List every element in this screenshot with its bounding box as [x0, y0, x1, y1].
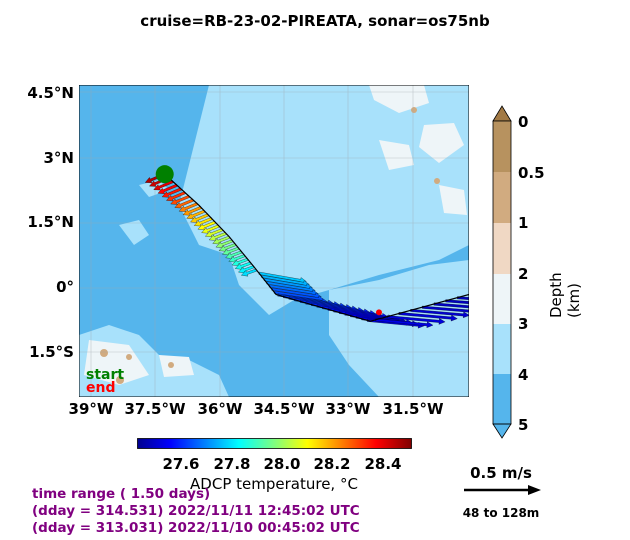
current-vector-arrow: [238, 265, 255, 274]
end-marker: [376, 309, 382, 316]
current-vector-arrow: [161, 187, 182, 198]
current-vector-arrow: [190, 213, 209, 223]
current-vector-arrow: [234, 261, 252, 270]
end-time-text: (dday = 314.531) 2022/11/11 12:45:02 UTC: [32, 503, 360, 519]
current-vector-arrow: [186, 209, 206, 220]
current-vector-arrow: [208, 232, 227, 241]
current-vector-arrow: [201, 224, 220, 234]
depth-tick-0: 0: [518, 113, 529, 131]
lat-label-1-5n: 1.5°N: [27, 213, 74, 231]
lat-label-3n: 3°N: [43, 149, 75, 167]
current-vector-arrow: [204, 228, 223, 238]
depth-tick-3: 3: [518, 315, 529, 333]
depth-tick-0-5: 0.5: [518, 164, 545, 182]
current-vector-arrow: [215, 239, 234, 248]
depth-tick-4: 4: [518, 366, 529, 384]
current-vector-arrow: [375, 318, 434, 328]
current-vector-arrow: [218, 243, 237, 252]
current-vector-arrow: [153, 180, 174, 191]
depth-tick-1: 1: [518, 214, 529, 232]
current-vector-arrow: [421, 305, 469, 313]
lat-label-equator: 0°: [56, 278, 74, 296]
lon-label-36w: 36°W: [197, 400, 243, 418]
temp-tick-28-0: 28.0: [263, 455, 301, 473]
scale-speed-label: 0.5 m/s: [470, 464, 532, 482]
current-vector-arrow: [231, 258, 249, 266]
seamount-features: [100, 107, 440, 384]
scale-depth-range: 48 to 128m: [462, 506, 540, 520]
current-vector-arrow: [225, 250, 243, 259]
temp-tick-28-2: 28.2: [313, 455, 351, 473]
current-vectors: [144, 172, 469, 329]
depth-tick-2: 2: [518, 265, 529, 283]
start-marker: [155, 165, 174, 184]
current-vector-arrow: [193, 217, 213, 227]
current-vector-arrow: [222, 246, 240, 256]
legend-end: end: [86, 380, 116, 396]
plot-title: cruise=RB-23-02-PIREATA, sonar=os75nb: [140, 12, 490, 30]
current-vector-arrow: [174, 198, 194, 209]
temp-tick-27-8: 27.8: [213, 455, 251, 473]
lon-label-34-5w: 34.5°W: [253, 400, 315, 418]
depth-colorbar: [492, 105, 512, 439]
current-vector-arrow: [398, 312, 458, 322]
lon-label-33w: 33°W: [325, 400, 371, 418]
legend-start: start: [86, 367, 125, 383]
temp-tick-27-6: 27.6: [162, 455, 200, 473]
current-vector-arrow: [166, 191, 186, 202]
temp-tick-28-4: 28.4: [364, 455, 402, 473]
current-vector-arrow: [178, 202, 198, 212]
start-time-text: (dday = 313.031) 2022/11/10 00:45:02 UTC: [32, 520, 360, 536]
lat-label-1-5s: 1.5°S: [29, 343, 74, 361]
time-range-text: time range ( 1.50 days): [32, 486, 211, 502]
current-vector-arrow: [386, 315, 446, 325]
current-vector-arrow: [182, 206, 202, 216]
current-vector-arrow: [228, 254, 246, 263]
current-vector-arrow: [197, 220, 216, 230]
current-vector-arrow: [410, 309, 469, 319]
current-vector-arrow: [445, 299, 469, 304]
shallow-ocean-region: [79, 85, 469, 397]
current-vector-arrow: [157, 183, 178, 194]
current-vector-arrow: [240, 268, 258, 277]
lon-label-31-5w: 31.5°W: [382, 400, 444, 418]
current-vector-arrow: [212, 235, 231, 245]
current-vector-arrow: [170, 195, 190, 205]
lat-label-4-5n: 4.5°N: [27, 84, 74, 102]
temperature-colorbar: [137, 438, 412, 449]
cruise-track: [164, 173, 469, 322]
temperature-axis-label: ADCP temperature, °C: [190, 475, 358, 493]
scale-arrow: [464, 485, 541, 495]
lon-label-37-5w: 37.5°W: [124, 400, 186, 418]
depth-tick-5: 5: [518, 416, 529, 434]
current-vector-arrow: [433, 302, 469, 309]
depth-axis-label: Depth (km): [547, 272, 583, 318]
map-panel: [79, 85, 469, 397]
lon-label-39w: 39°W: [68, 400, 114, 418]
